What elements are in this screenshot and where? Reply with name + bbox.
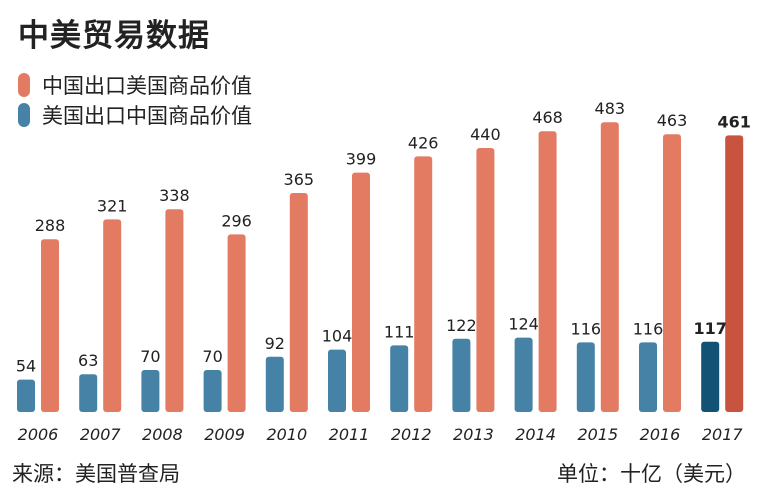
bar-china-exports-2012 [414,156,433,412]
bar-us-exports-2015 [576,342,595,412]
x-tick-label-2017: 2017 [702,425,744,444]
bar-china-exports-2008 [165,209,184,412]
bar-china-exports-2015 [600,122,619,412]
value-label-us-exports-2017: 117 [693,319,726,338]
value-label-us-exports-2007: 63 [78,351,98,370]
bar-china-exports-2017 [725,135,744,412]
x-tick-label-2007: 2007 [80,425,122,444]
legend-label-china-exports: 中国出口美国商品价值 [42,74,252,98]
unit-note: 单位：十亿（美元） [557,462,746,486]
bar-china-exports-2011 [352,172,370,412]
bar-china-exports-2016 [663,134,681,412]
value-label-china-exports-2017: 461 [717,112,750,131]
bar-us-exports-2007 [79,374,98,412]
value-label-us-exports-2008: 70 [140,347,160,366]
value-label-china-exports-2006: 288 [35,216,66,235]
bar-us-exports-2016 [639,342,657,412]
value-label-china-exports-2011: 399 [346,150,377,169]
value-label-us-exports-2009: 70 [202,347,222,366]
bar-us-exports-2013 [452,338,471,412]
value-label-china-exports-2013: 440 [470,125,501,144]
legend-swatch-us-exports [18,103,30,127]
bar-china-exports-2009 [227,234,246,412]
value-label-china-exports-2012: 426 [408,133,439,152]
bar-us-exports-2014 [514,337,533,412]
bar-china-exports-2014 [538,131,557,412]
value-label-us-exports-2012: 111 [384,322,415,341]
chart-title: 中美贸易数据 [18,18,210,54]
x-tick-label-2006: 2006 [18,425,59,444]
legend-item-china-exports: 中国出口美国商品价值 [18,70,252,100]
value-label-china-exports-2009: 296 [221,211,252,230]
x-tick-label-2013: 2013 [453,425,494,444]
value-label-us-exports-2014: 124 [508,315,539,334]
value-label-china-exports-2014: 468 [532,108,563,127]
bar-china-exports-2007 [103,219,122,412]
x-tick-label-2016: 2016 [640,425,681,444]
value-label-china-exports-2015: 483 [595,99,626,118]
bar-us-exports-2009 [203,370,222,412]
value-label-us-exports-2006: 54 [16,357,36,376]
bar-china-exports-2010 [289,193,308,412]
x-tick-label-2010: 2010 [266,425,307,444]
bar-us-exports-2006 [17,379,35,412]
value-label-us-exports-2013: 122 [446,316,477,335]
bar-us-exports-2010 [265,356,284,412]
bar-china-exports-2013 [476,148,495,412]
legend: 中国出口美国商品价值 美国出口中国商品价值 [18,70,252,130]
bar-us-exports-2011 [328,349,346,412]
x-tick-label-2015: 2015 [577,425,618,444]
value-label-china-exports-2008: 338 [159,186,190,205]
legend-item-us-exports: 美国出口中国商品价值 [18,100,252,130]
bar-us-exports-2017 [701,341,720,412]
value-label-us-exports-2016: 116 [633,319,664,338]
source-note: 来源：美国普查局 [12,462,180,486]
bar-us-exports-2012 [390,345,409,412]
value-label-china-exports-2007: 321 [97,196,128,215]
value-label-china-exports-2016: 463 [657,111,688,130]
bar-us-exports-2008 [141,370,160,412]
x-tick-label-2012: 2012 [391,425,432,444]
value-label-us-exports-2011: 104 [322,327,353,346]
value-label-us-exports-2015: 116 [571,319,602,338]
value-label-china-exports-2010: 365 [284,170,315,189]
x-tick-label-2014: 2014 [515,425,556,444]
x-tick-label-2009: 2009 [204,425,245,444]
x-tick-label-2011: 2011 [329,425,370,444]
bar-china-exports-2006 [41,239,59,412]
x-tick-label-2008: 2008 [142,425,183,444]
legend-swatch-china-exports [18,73,30,97]
legend-label-us-exports: 美国出口中国商品价值 [42,104,252,128]
value-label-us-exports-2010: 92 [265,334,285,353]
